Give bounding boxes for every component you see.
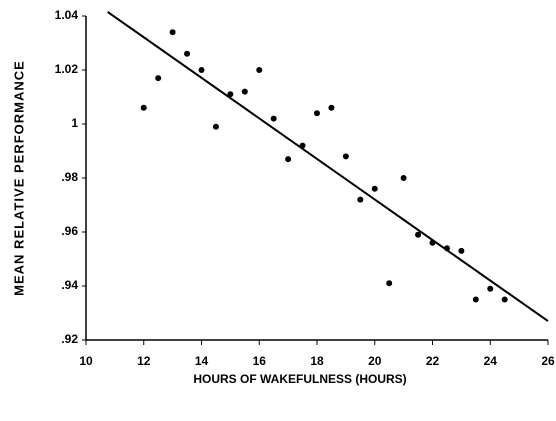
point xyxy=(155,75,162,82)
point xyxy=(429,239,436,246)
point xyxy=(285,156,292,163)
point xyxy=(386,280,393,287)
point xyxy=(443,245,450,252)
point xyxy=(371,185,378,192)
fit-line xyxy=(107,11,549,322)
x-tick-label: 20 xyxy=(368,354,382,368)
x-tick-label: 10 xyxy=(79,354,93,368)
point xyxy=(184,50,191,57)
point xyxy=(314,110,320,117)
point xyxy=(299,142,306,149)
point xyxy=(487,285,494,292)
y-tick-label: .92 xyxy=(61,332,78,346)
point xyxy=(140,104,147,111)
point xyxy=(342,153,349,160)
point xyxy=(241,88,248,95)
x-axis-label: HOURS OF WAKEFULNESS (HOURS) xyxy=(193,372,406,386)
point xyxy=(458,247,465,254)
y-tick-label: 1.02 xyxy=(55,62,79,76)
point xyxy=(256,67,263,73)
x-tick-label: 12 xyxy=(137,354,151,368)
point xyxy=(227,91,234,98)
point xyxy=(472,296,479,303)
y-tick-label: 1.04 xyxy=(55,8,79,22)
point xyxy=(270,115,277,122)
x-tick-label: 14 xyxy=(195,354,209,368)
y-axis-label: MEAN RELATIVE PERFORMANCE xyxy=(11,60,26,296)
point xyxy=(400,175,407,181)
point xyxy=(198,67,205,73)
x-tick-label: 22 xyxy=(426,354,440,368)
x-tick-label: 26 xyxy=(541,354,555,368)
y-tick-label: .94 xyxy=(61,278,78,292)
x-tick-label: 16 xyxy=(253,354,267,368)
point xyxy=(212,123,219,130)
y-tick-label: .96 xyxy=(61,224,78,238)
point xyxy=(501,296,508,303)
y-tick-label: 1 xyxy=(71,116,78,130)
x-tick-label: 18 xyxy=(310,354,324,368)
point xyxy=(357,196,364,203)
point xyxy=(169,29,176,36)
x-tick-label: 24 xyxy=(484,354,498,368)
point xyxy=(415,231,422,238)
y-tick-label: .98 xyxy=(61,170,78,184)
point xyxy=(328,104,335,111)
